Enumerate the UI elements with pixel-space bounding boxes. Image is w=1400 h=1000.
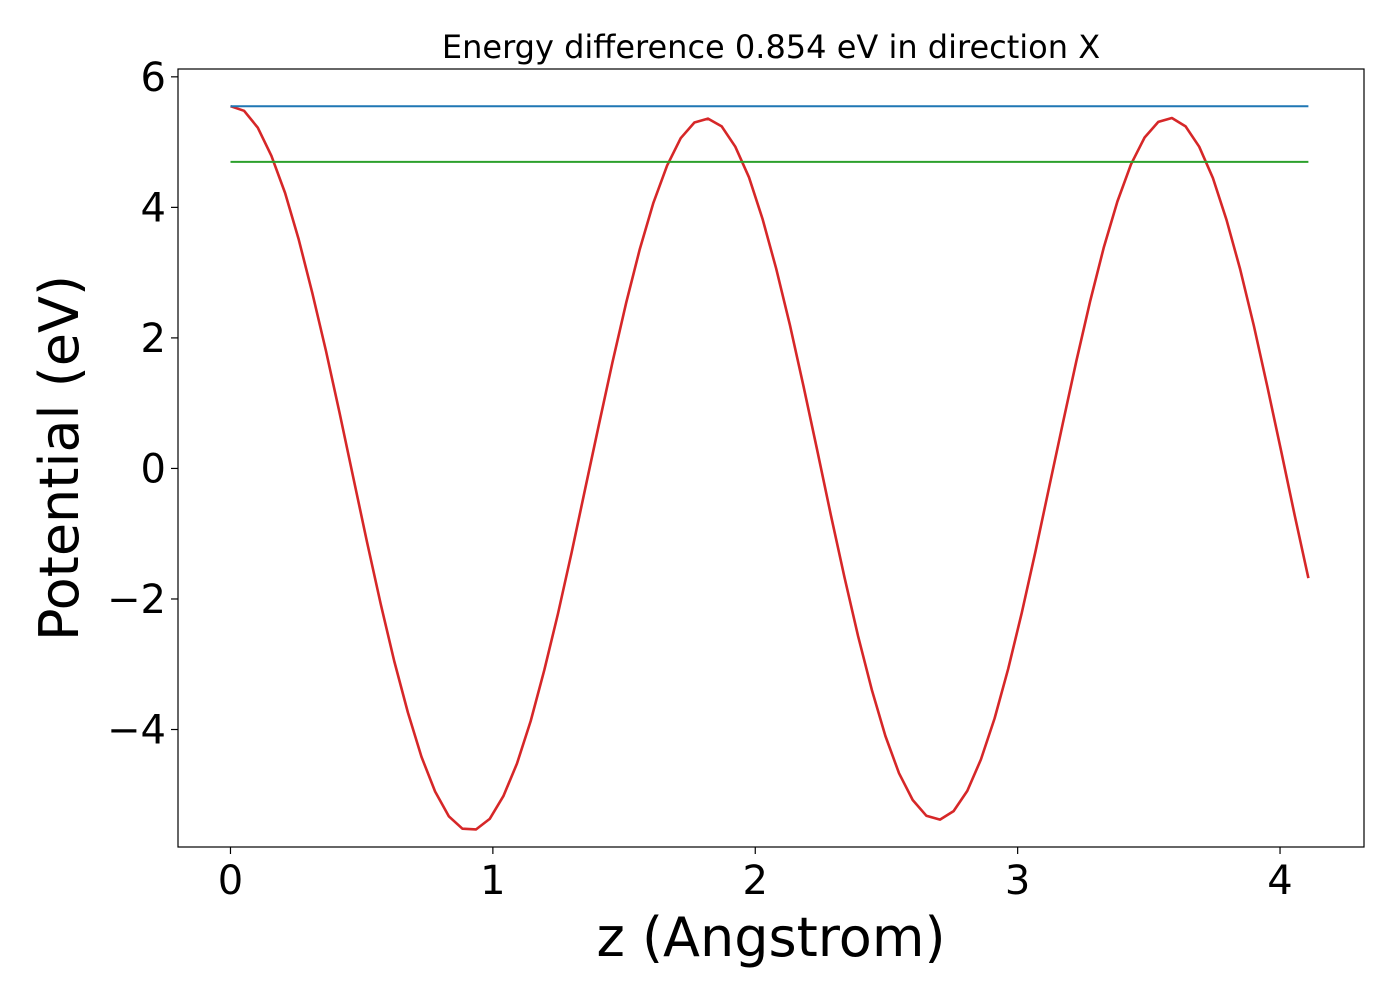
y-tick-label: 0	[141, 446, 166, 492]
y-tick-label: −2	[107, 577, 166, 623]
y-tick-label: −4	[107, 708, 166, 754]
y-tick-label: 4	[141, 185, 166, 231]
ticks-layer: 0 1 2 3 4 −4 −2 0 2 4 6	[107, 55, 1293, 904]
chart-title: Energy difference 0.854 eV in direction …	[442, 28, 1100, 66]
series-line-potential-curve	[230, 104, 1310, 831]
y-tick-label: 6	[141, 55, 166, 101]
x-tick-label: 3	[1005, 858, 1030, 904]
x-axis-label: z (Angstrom)	[596, 906, 945, 969]
x-tick-label: 1	[480, 858, 505, 904]
x-tick-label: 0	[218, 858, 243, 904]
series-layer	[230, 104, 1310, 831]
x-tick-label: 4	[1267, 858, 1292, 904]
y-axis-label: Potential (eV)	[28, 275, 91, 641]
y-tick-label: 2	[141, 316, 166, 362]
plot-frame	[177, 68, 1365, 848]
x-tick-label: 2	[743, 858, 768, 904]
